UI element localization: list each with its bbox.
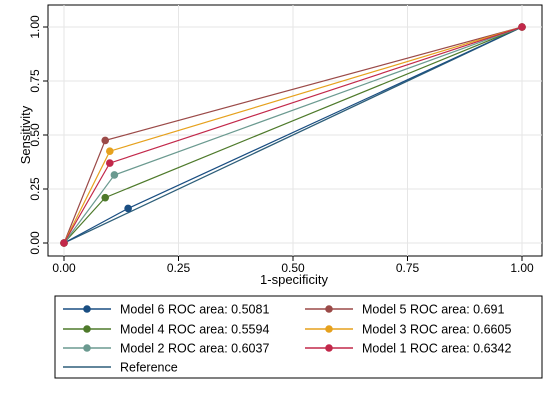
legend-label: Reference [120, 361, 178, 375]
x-tick-label: 0.75 [396, 261, 420, 275]
series-point [106, 147, 114, 155]
x-axis-label: 1-specificity [260, 272, 328, 287]
legend-label: Model 4 ROC area: 0.5594 [120, 323, 269, 337]
legend-label: Model 5 ROC area: 0.691 [362, 303, 504, 317]
series-line [63, 26, 523, 244]
series-point [101, 136, 110, 145]
series-point [106, 159, 114, 167]
y-tick-label: 1.00 [28, 15, 42, 39]
legend-box [54, 295, 543, 379]
y-tick-label: 0.50 [28, 123, 42, 147]
legend: Model 6 ROC area: 0.5081 Model 5 ROC area… [54, 295, 543, 379]
legend-swatch-marker [325, 305, 333, 313]
series-point [110, 171, 119, 179]
series-point [101, 193, 110, 202]
x-tick-label: 0.50 [281, 261, 305, 275]
series-point [124, 204, 132, 213]
plot-area: 0.00 0.25 0.50 0.75 1.00 0.00 0.25 0.50 0.75 1.00 [28, 4, 543, 275]
legend-label: Model 3 ROC area: 0.6605 [362, 323, 511, 337]
legend-label: Model 2 ROC area: 0.6037 [120, 342, 269, 356]
series-point [518, 23, 526, 31]
plot-frame [47, 4, 543, 257]
legend-label: Model 6 ROC area: 0.5081 [120, 303, 269, 317]
legend-swatch-marker [83, 325, 91, 333]
legend-swatch-marker [325, 344, 333, 352]
x-tick-label: 1.00 [510, 261, 534, 275]
series-point [60, 239, 68, 247]
y-tick-label: 0.75 [28, 69, 42, 93]
legend-label: Model 1 ROC area: 0.6342 [362, 342, 511, 356]
y-tick-label: 0.00 [28, 231, 42, 255]
legend-swatch-marker [325, 325, 333, 333]
x-tick-label: 0.25 [167, 261, 191, 275]
legend-swatch-marker [83, 344, 91, 352]
y-tick-label: 0.25 [28, 177, 42, 201]
x-tick-label: 0.00 [52, 261, 76, 275]
legend-swatch-marker [83, 305, 91, 313]
y-axis-label: Sensitivity [18, 105, 33, 164]
